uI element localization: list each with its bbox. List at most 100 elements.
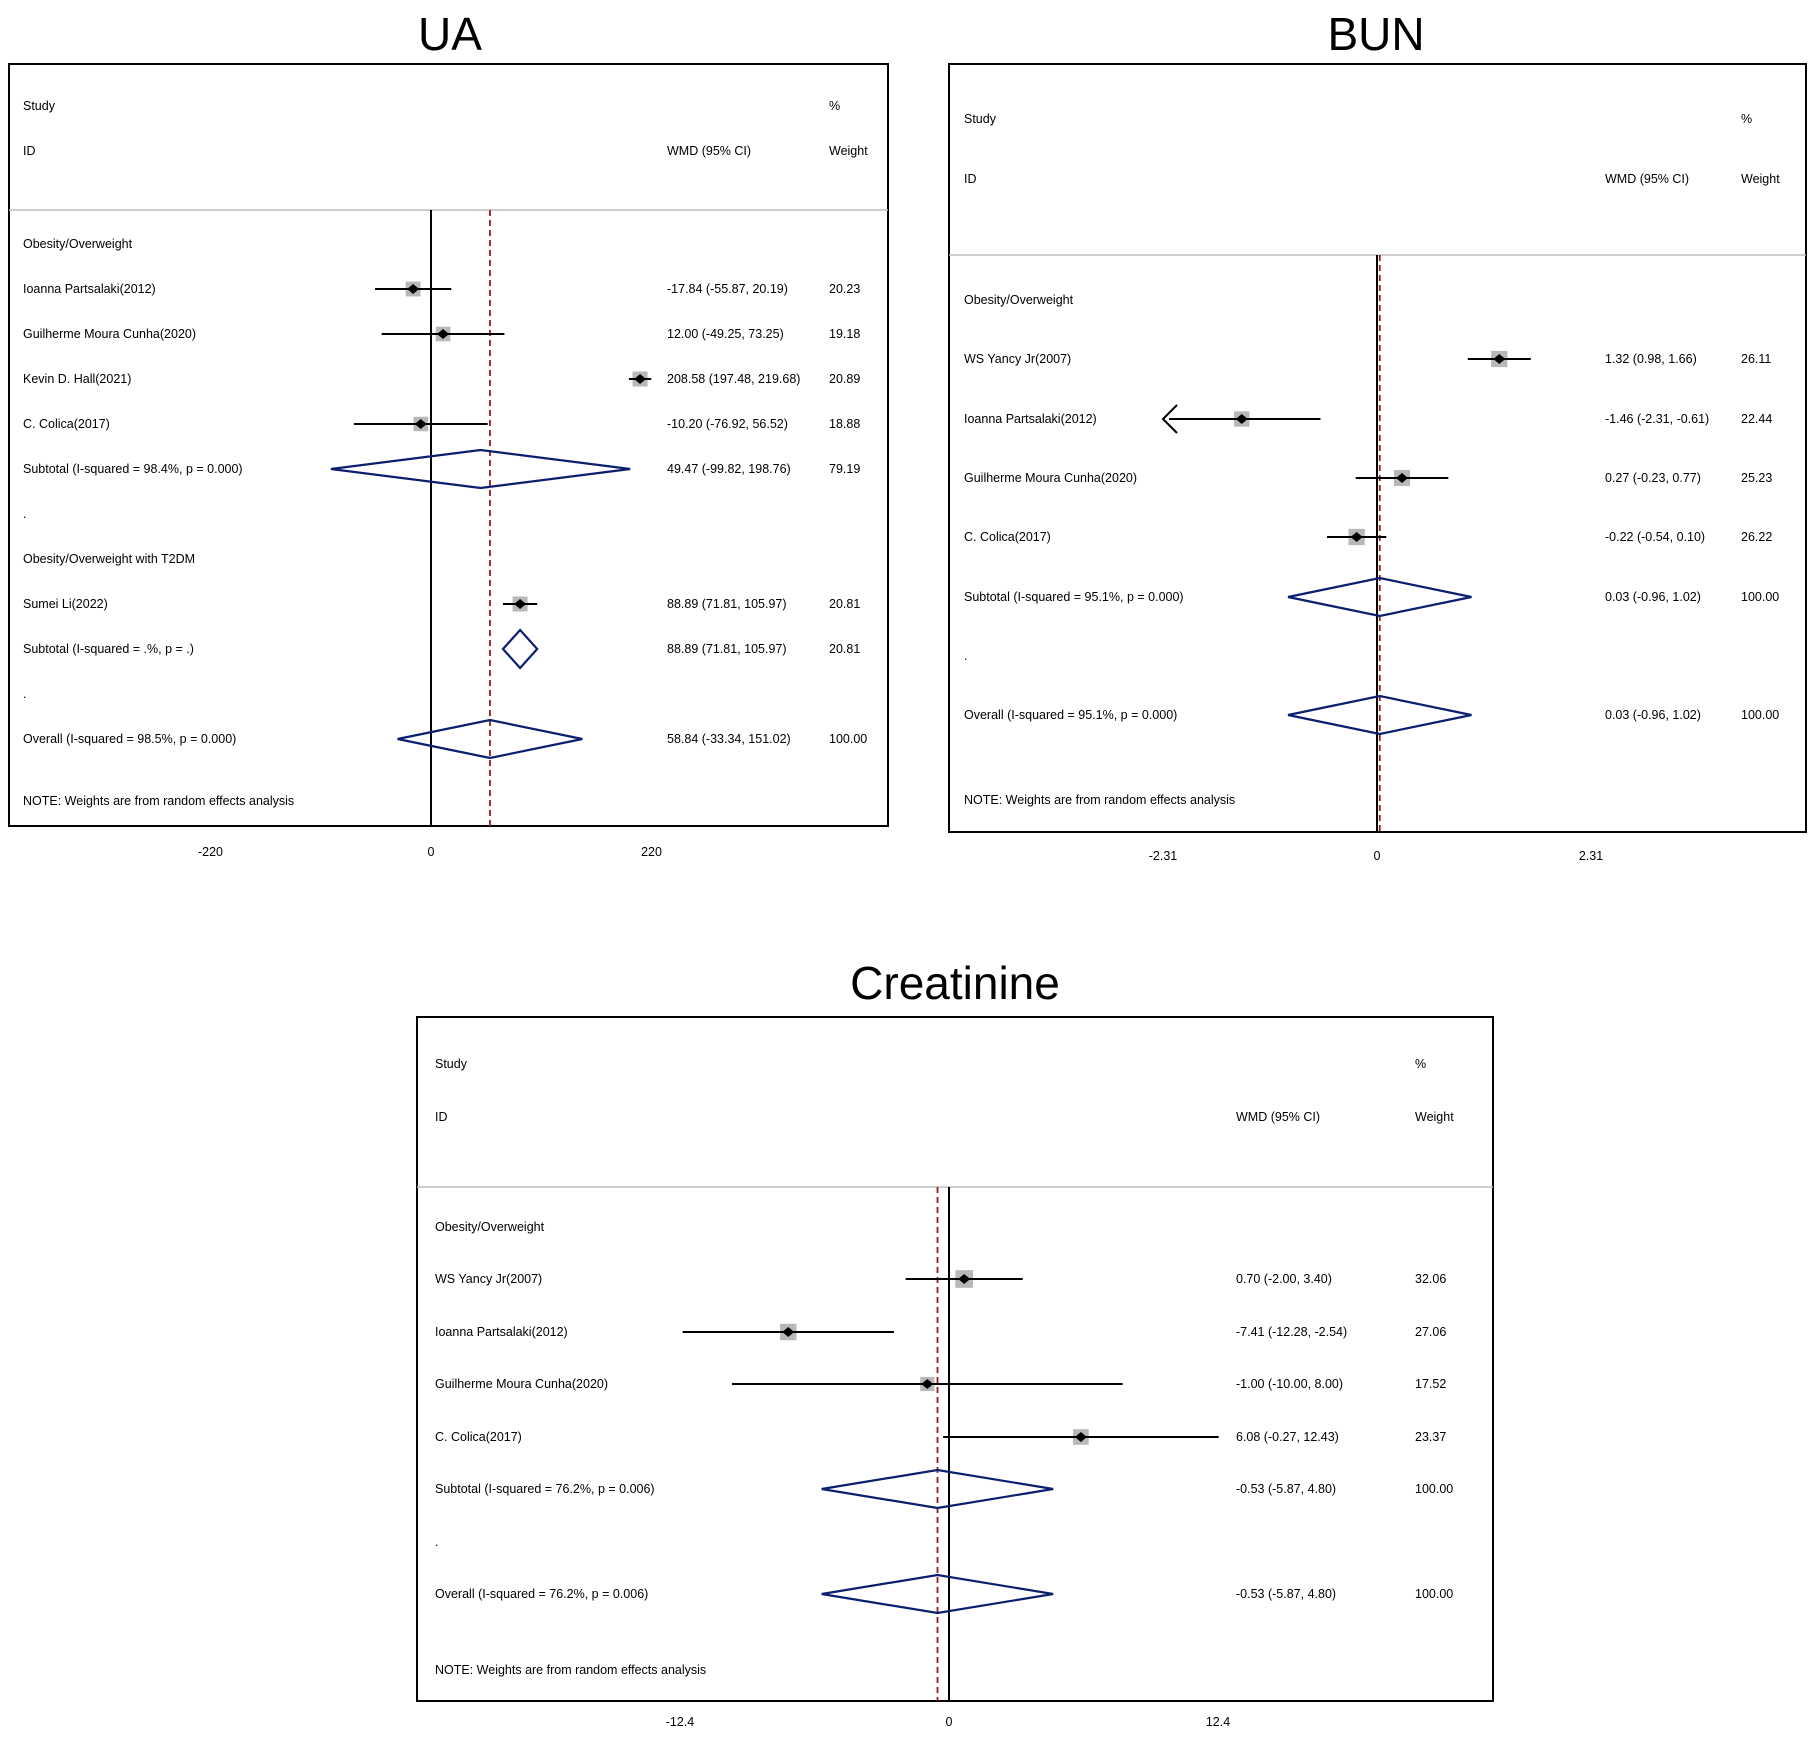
- bun-row-study: Guilherme Moura Cunha(2020) 0.27 (-0.23, …: [964, 469, 1772, 487]
- bun-row-ci: 0.03 (-0.96, 1.02): [1605, 708, 1701, 722]
- ua-row-label: Guilherme Moura Cunha(2020): [23, 327, 196, 341]
- creatinine-x-tick-label: 12.4: [1206, 1715, 1230, 1729]
- ua-header-weight: Weight: [829, 144, 868, 158]
- ua-frame: [8, 63, 889, 827]
- bun-row-label: Guilherme Moura Cunha(2020): [964, 471, 1137, 485]
- ua-row-label: Obesity/Overweight with T2DM: [23, 552, 195, 566]
- creatinine-row-label: .: [435, 1535, 438, 1549]
- bun-row-overall: Overall (I-squared = 95.1%, p = 0.000) 0.…: [964, 694, 1779, 736]
- creatinine-row-study: Guilherme Moura Cunha(2020) -1.00 (-10.00…: [435, 1376, 1446, 1392]
- ua-row-ci: -10.20 (-76.92, 56.52): [667, 417, 788, 431]
- creatinine-row-label: Ioanna Partsalaki(2012): [435, 1325, 568, 1339]
- creatinine-frame: [416, 1016, 1494, 1702]
- ua-row-ci: 49.47 (-99.82, 198.76): [667, 462, 791, 476]
- ua-row-weight: 19.18: [829, 327, 860, 341]
- creatinine-panel: Creatinine Study % ID WMD (95% CI) Weight Obes…: [416, 957, 1494, 1729]
- creatinine-header-id: ID: [435, 1110, 448, 1124]
- creatinine-row-label: WS Yancy Jr(2007): [435, 1272, 542, 1286]
- creatinine-row-group: Obesity/Overweight: [435, 1220, 545, 1234]
- creatinine-row-label: Subtotal (I-squared = 76.2%, p = 0.006): [435, 1482, 655, 1496]
- bun-row-ci: 1.32 (0.98, 1.66): [1605, 352, 1697, 366]
- ua-row-label: .: [23, 687, 26, 701]
- ua-row-label: Sumei Li(2022): [23, 597, 108, 611]
- bun-x-tick-label: 0: [1374, 849, 1381, 863]
- bun-row-ci: 0.03 (-0.96, 1.02): [1605, 590, 1701, 604]
- creatinine-row-study: C. Colica(2017) 6.08 (-0.27, 12.43) 23.37: [435, 1429, 1446, 1445]
- ua-point-estimate: [437, 329, 450, 339]
- ua-header-id: ID: [23, 144, 36, 158]
- bun-row-label: Obesity/Overweight: [964, 293, 1074, 307]
- bun-panel: BUN Study % ID WMD (95% CI) Weight Obesity/Ove…: [948, 8, 1807, 863]
- bun-note: NOTE: Weights are from random effects an…: [964, 793, 1235, 807]
- bun-header-id: ID: [964, 172, 977, 186]
- bun-row-study: C. Colica(2017) -0.22 (-0.54, 0.10) 26.22: [964, 528, 1772, 546]
- ua-row-ci: -17.84 (-55.87, 20.19): [667, 282, 788, 296]
- creatinine-point-estimate: [782, 1327, 795, 1337]
- ua-note: NOTE: Weights are from random effects an…: [23, 794, 294, 808]
- creatinine-row-ci: -0.53 (-5.87, 4.80): [1236, 1482, 1336, 1496]
- creatinine-header-study: Study: [435, 1057, 468, 1071]
- bun-row-label: Overall (I-squared = 95.1%, p = 0.000): [964, 708, 1177, 722]
- ua-title: UA: [418, 8, 482, 60]
- ua-header-study: Study: [23, 99, 56, 113]
- bun-point-estimate: [1350, 532, 1363, 542]
- ua-row-label: Subtotal (I-squared = 98.4%, p = 0.000): [23, 462, 243, 476]
- creatinine-row-ci: -0.53 (-5.87, 4.80): [1236, 1587, 1336, 1601]
- ua-row-label: Ioanna Partsalaki(2012): [23, 282, 156, 296]
- ua-point-estimate: [634, 374, 647, 384]
- creatinine-point-estimate: [1074, 1432, 1087, 1442]
- creatinine-header-effect: WMD (95% CI): [1236, 1110, 1320, 1124]
- ua-x-tick-label: 220: [641, 845, 662, 859]
- bun-header-effect: WMD (95% CI): [1605, 172, 1689, 186]
- ua-x-tick-label: 0: [428, 845, 435, 859]
- ua-row-ci: 88.89 (71.81, 105.97): [667, 597, 787, 611]
- creatinine-row-study: Ioanna Partsalaki(2012) -7.41 (-12.28, -2…: [435, 1323, 1446, 1341]
- ua-row-label: Overall (I-squared = 98.5%, p = 0.000): [23, 732, 236, 746]
- ua-row-study: C. Colica(2017) -10.20 (-76.92, 56.52) 18.…: [23, 416, 860, 432]
- ua-row-label: Kevin D. Hall(2021): [23, 372, 131, 386]
- bun-row-weight: 26.11: [1741, 352, 1771, 366]
- ua-row-group: Obesity/Overweight with T2DM: [23, 552, 195, 566]
- ua-subtotal-diamond: [330, 448, 631, 490]
- creatinine-row-ci: -7.41 (-12.28, -2.54): [1236, 1325, 1347, 1339]
- ua-row-subtotal: Subtotal (I-squared = .%, p = .) 88.89 (7…: [23, 628, 860, 670]
- ua-point-estimate: [407, 284, 420, 294]
- creatinine-header-weight: Weight: [1415, 1110, 1454, 1124]
- ua-row-overall: Overall (I-squared = 98.5%, p = 0.000) 58…: [23, 718, 867, 760]
- ua-subtotal-diamond: [501, 628, 539, 670]
- ua-row-label: Subtotal (I-squared = .%, p = .): [23, 642, 194, 656]
- bun-row-study: Ioanna Partsalaki(2012) -1.46 (-2.31, -0.…: [964, 404, 1772, 434]
- bun-header-pct: %: [1741, 112, 1752, 126]
- creatinine-row-weight: 100.00: [1415, 1587, 1453, 1601]
- ua-row-label: Obesity/Overweight: [23, 237, 133, 251]
- bun-subtotal-diamond: [1287, 576, 1472, 618]
- ua-header-effect: WMD (95% CI): [667, 144, 751, 158]
- bun-point-estimate: [1396, 473, 1409, 483]
- bun-row-dot: .: [964, 649, 967, 663]
- ua-x-tick-label: -220: [198, 845, 223, 859]
- ua-row-group: Obesity/Overweight: [23, 237, 133, 251]
- creatinine-row-ci: -1.00 (-10.00, 8.00): [1236, 1377, 1343, 1391]
- ua-row-study: Ioanna Partsalaki(2012) -17.84 (-55.87, 2…: [23, 281, 860, 297]
- bun-row-label: Subtotal (I-squared = 95.1%, p = 0.000): [964, 590, 1184, 604]
- creatinine-row-dot: .: [435, 1535, 438, 1549]
- ua-row-weight: 79.19: [829, 462, 860, 476]
- bun-row-weight: 100.00: [1741, 590, 1779, 604]
- bun-row-weight: 25.23: [1741, 471, 1772, 485]
- creatinine-x-tick-label: -12.4: [666, 1715, 695, 1729]
- creatinine-point-estimate: [958, 1274, 971, 1284]
- creatinine-x-tick-label: 0: [946, 1715, 953, 1729]
- ua-point-estimate: [414, 419, 427, 429]
- ua-row-dot: .: [23, 687, 26, 701]
- creatinine-row-overall: Overall (I-squared = 76.2%, p = 0.006) -0…: [435, 1573, 1453, 1615]
- bun-point-estimate: [1235, 414, 1248, 424]
- ua-row-weight: 20.81: [829, 597, 860, 611]
- ua-row-weight: 20.81: [829, 642, 860, 656]
- ua-row-ci: 208.58 (197.48, 219.68): [667, 372, 800, 386]
- bun-row-ci: -0.22 (-0.54, 0.10): [1605, 530, 1705, 544]
- creatinine-row-study: WS Yancy Jr(2007) 0.70 (-2.00, 3.40) 32.06: [435, 1270, 1446, 1288]
- ua-row-study: Sumei Li(2022) 88.89 (71.81, 105.97) 20.81: [23, 596, 860, 612]
- creatinine-row-ci: 6.08 (-0.27, 12.43): [1236, 1430, 1339, 1444]
- bun-row-ci: 0.27 (-0.23, 0.77): [1605, 471, 1701, 485]
